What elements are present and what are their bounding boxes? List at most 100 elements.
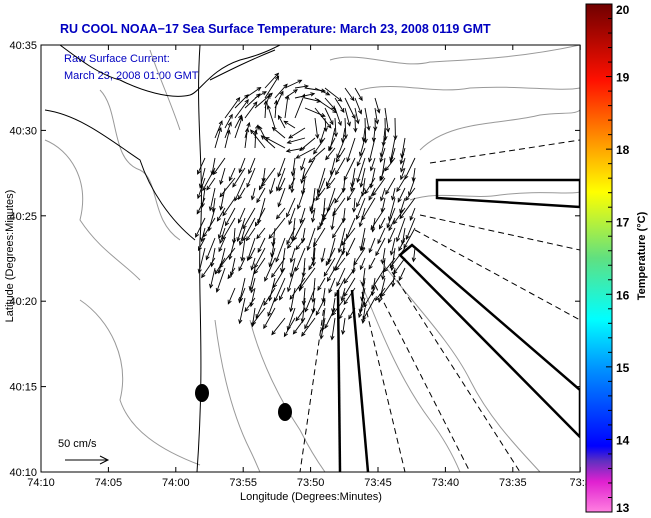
current-vector — [276, 207, 286, 219]
current-vector — [254, 130, 257, 149]
current-vector — [250, 277, 256, 293]
current-vector-head — [293, 89, 298, 94]
current-vector-head — [304, 324, 309, 330]
plot-frame — [40, 44, 581, 473]
current-vector-head — [219, 238, 224, 244]
current-vector — [267, 297, 276, 317]
current-vector — [216, 267, 226, 293]
current-vector — [287, 267, 296, 292]
current-vector — [324, 117, 327, 132]
y-tick-label: 40:35 — [9, 40, 37, 52]
current-vector-head — [296, 204, 301, 210]
current-vector — [338, 307, 346, 319]
current-vector-head — [333, 132, 338, 138]
current-vector-head — [238, 240, 243, 246]
current-vector — [324, 307, 336, 329]
current-vector-head — [245, 236, 251, 242]
current-vector-head — [311, 217, 316, 223]
current-vector — [304, 287, 316, 312]
current-vector-head — [377, 239, 382, 245]
current-vector — [239, 297, 246, 324]
current-vector-head — [309, 206, 314, 212]
current-vector — [335, 257, 346, 271]
current-vector-head — [379, 196, 385, 202]
current-vector-head — [248, 255, 253, 261]
current-vector — [250, 129, 266, 149]
current-vector — [364, 107, 370, 131]
annotation-line2: March 23, 2008 01:00 GMT — [64, 70, 199, 82]
current-vector-head — [353, 127, 358, 133]
current-vector-head — [289, 295, 294, 300]
current-vector — [361, 237, 366, 251]
current-vector-head — [386, 223, 391, 229]
current-vector — [396, 177, 406, 192]
current-vector — [325, 247, 336, 266]
current-vector-head — [380, 275, 386, 281]
current-vector — [225, 207, 236, 226]
current-vector — [219, 177, 236, 197]
current-vector-head — [325, 155, 330, 161]
current-vector-head — [389, 250, 395, 256]
current-vector — [338, 227, 346, 253]
current-vector-head — [385, 190, 390, 195]
colorbar-tick-label: 20 — [616, 3, 630, 17]
current-vector — [294, 94, 305, 119]
current-vector-head — [328, 288, 333, 294]
current-vector — [302, 157, 316, 180]
x-tick-label: 73:40 — [432, 477, 460, 489]
current-vector-head — [299, 284, 304, 290]
current-vector-head — [319, 334, 324, 340]
current-vector — [317, 277, 326, 291]
x-axis-label: Longitude (Degrees:Minutes) — [240, 491, 382, 503]
current-vector-head — [348, 314, 353, 320]
current-vector — [267, 105, 276, 129]
current-vector-head — [254, 221, 259, 227]
current-vector-head — [327, 258, 332, 264]
current-vector-head — [295, 266, 300, 272]
current-vector-head — [274, 72, 280, 78]
current-vector-head — [250, 288, 255, 294]
colorbar-ticks: 20 19 18 17 16 15 14 13 — [606, 3, 630, 515]
current-vector — [295, 307, 306, 321]
current-vector-head — [298, 286, 303, 292]
current-vector-head — [351, 207, 357, 213]
current-vector-head — [376, 108, 381, 114]
current-vector — [269, 277, 276, 301]
current-vector-head — [359, 265, 364, 271]
current-vector — [222, 197, 236, 216]
current-vector — [288, 207, 296, 225]
current-vector — [346, 217, 356, 238]
current-vector-head — [262, 91, 267, 96]
current-vector — [264, 100, 267, 119]
current-vector — [271, 317, 286, 335]
current-vector-head — [263, 324, 268, 330]
current-vector-head — [218, 120, 223, 126]
current-vector-head — [399, 208, 404, 214]
bathymetry-contours — [44, 45, 580, 472]
current-vector-head — [319, 138, 324, 144]
current-vector-head — [217, 234, 222, 240]
current-vector — [224, 97, 241, 119]
current-vector — [295, 247, 306, 272]
current-vector-head — [295, 245, 300, 251]
current-vector — [268, 217, 286, 239]
current-vector — [278, 177, 286, 191]
current-vector-head — [399, 159, 404, 165]
current-vector-head — [328, 146, 333, 152]
current-vector — [399, 197, 416, 219]
current-vector — [379, 167, 386, 181]
current-vector — [290, 287, 296, 312]
current-vector — [384, 107, 389, 132]
current-vector — [315, 187, 326, 201]
current-vector-head — [340, 108, 345, 113]
current-vector — [203, 217, 216, 237]
current-vector-head — [397, 197, 402, 203]
current-vector — [271, 237, 276, 257]
current-vector-head — [380, 259, 386, 265]
current-vector-head — [355, 214, 360, 220]
current-vector-head — [217, 269, 222, 275]
current-vector-head — [295, 316, 300, 322]
current-vector — [375, 287, 386, 301]
current-vector — [344, 87, 355, 101]
current-vector — [335, 157, 346, 175]
